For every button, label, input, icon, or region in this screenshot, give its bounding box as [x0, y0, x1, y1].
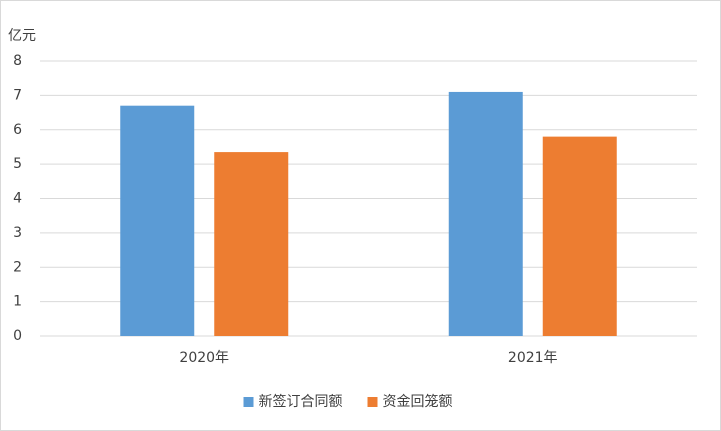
x-tick-label: 2020年 [179, 350, 229, 366]
legend-label: 新签订合同额 [259, 393, 343, 410]
y-tick-label: 7 [13, 87, 22, 103]
bar [120, 105, 195, 336]
legend-label: 资金回笼额 [383, 393, 453, 410]
y-tick-label: 1 [13, 294, 22, 310]
y-tick-label: 2 [13, 259, 22, 275]
y-tick-label: 3 [13, 225, 22, 241]
bar [214, 152, 289, 336]
bar [542, 136, 617, 336]
y-tick-label: 0 [13, 328, 22, 344]
bar [448, 91, 523, 336]
y-tick-label: 4 [13, 191, 22, 207]
y-unit: 亿元 [8, 28, 36, 44]
y-tick-label: 8 [13, 53, 22, 69]
legend-swatch [243, 397, 254, 407]
legend-swatch [367, 397, 378, 407]
x-tick-label: 2021年 [508, 350, 558, 366]
y-tick-label: 6 [13, 122, 22, 138]
y-tick-label: 5 [13, 156, 22, 172]
